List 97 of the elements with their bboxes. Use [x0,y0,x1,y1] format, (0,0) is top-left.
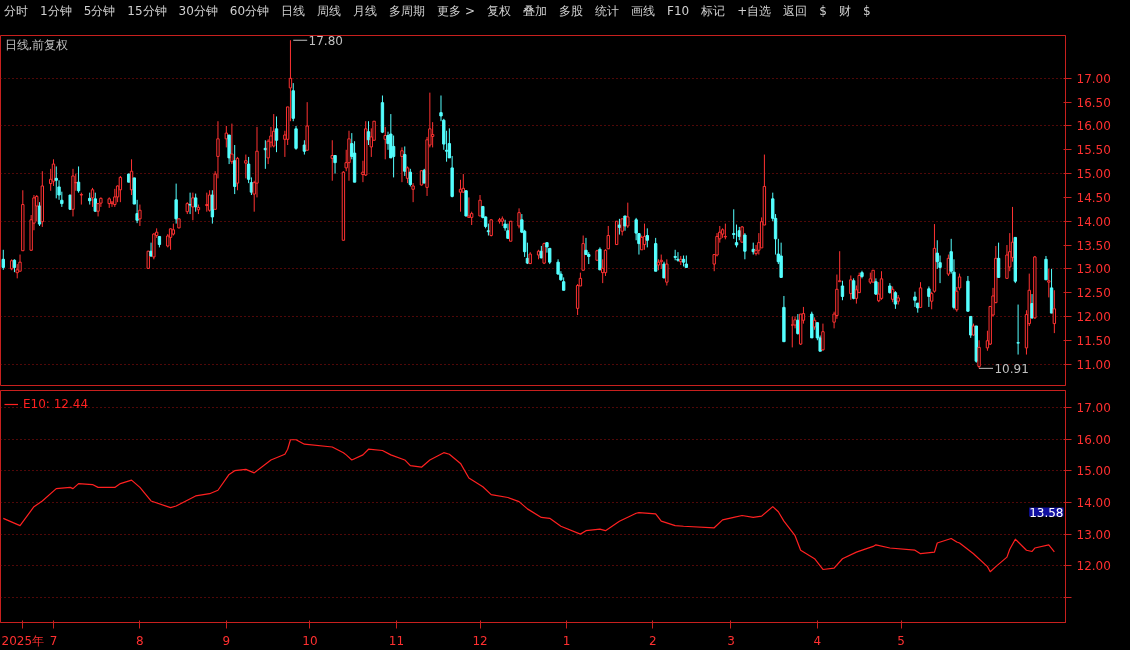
y-tick-label: 17.00 [1076,401,1111,416]
chart-title: 日线,前复权 [4,37,69,52]
text: 标记 [701,4,726,18]
candlestick [174,183,178,225]
candlestick [391,135,396,178]
candlestick [645,227,649,248]
candlestick [244,154,248,179]
y-tick-label: 16.00 [1076,119,1111,134]
text: 60分钟 [229,4,270,18]
x-tick-label: 1 [562,633,571,648]
candlestick [403,145,407,177]
text: 返回 [783,4,808,18]
y-tick-label: 15.50 [1076,143,1111,158]
y-tick-label: 12.50 [1076,286,1111,301]
candlestick [1,249,5,271]
text: 15分钟 [127,4,167,18]
annotation: 13.58 [1029,505,1064,520]
candlestick [224,125,229,148]
candlestick [149,242,153,258]
text: 日线 [281,4,306,18]
y-tick-label: 16.00 [1076,432,1111,447]
y-tick-label: 15.00 [1076,464,1111,479]
y-tick-label: 15.00 [1076,167,1111,182]
y-tick-label: 14.00 [1076,496,1111,511]
candlestick [113,188,117,208]
candlestick [779,242,783,278]
y-tick-label: 11.00 [1076,357,1111,372]
text: 30分钟 [178,4,218,18]
candlestick [977,339,981,369]
candlestick [333,155,337,175]
text: 分时 [4,4,28,18]
candlestick [205,192,209,213]
candlestick [400,146,404,183]
y-tick-label: 12.00 [1076,309,1111,324]
candlestick [879,270,884,301]
x-tick-label: 2 [649,633,657,648]
text: 更多 > [437,4,475,18]
x-tick-label: 5 [897,633,905,648]
candlestick [743,232,747,260]
candlestick [634,217,638,241]
candlestick [517,207,521,229]
candlestick [1044,255,1048,281]
candlestick [347,130,351,182]
candlestick [330,139,334,182]
y-tick-label: 11.50 [1076,333,1111,348]
y-tick-label: 16.50 [1076,95,1111,110]
x-tick-label: 8 [136,633,144,648]
text: $ [862,4,871,18]
candlestick [411,182,415,203]
y-tick-label: 12.00 [1076,559,1111,574]
text: 画线 [631,4,655,18]
text: 财 [838,4,851,18]
candlestick [913,291,917,308]
text: 统计 [595,4,619,18]
text: 5分钟 [83,4,116,18]
text: 1分钟 [40,4,72,18]
y-tick-label: 13.00 [1076,527,1111,542]
candlestick [626,202,630,229]
y-tick-label: 13.00 [1076,262,1111,277]
text: $ [819,4,827,18]
annotation: 17.80 [308,33,343,48]
x-tick-label: 10 [302,633,318,648]
text: 多周期 [389,4,426,18]
candlestick [191,192,195,221]
candlestick [996,242,1001,278]
text: 周线 [317,4,342,18]
text: F10 [667,4,690,18]
text: 月线 [353,4,378,18]
y-tick-label: 14.00 [1076,214,1111,229]
legend-label: E10: 12.44 [23,397,89,411]
candlestick [54,165,58,199]
candlestick [1030,293,1034,320]
x-tick-label: 4 [813,633,822,648]
candlestick [138,204,142,227]
candlestick [274,115,279,153]
candlestick [1016,304,1020,356]
candlestick [227,134,231,165]
x-tick-label: 3 [727,633,735,648]
candlestick [1052,289,1057,334]
text: 多股 [559,4,583,18]
text: +自选 [737,4,772,18]
y-tick-label: 14.50 [1076,190,1111,205]
y-tick-label: 17.00 [1076,71,1111,86]
candlestick [294,125,298,151]
text: 复权 [487,4,511,18]
x-tick-label: 12 [472,633,488,648]
annotation: 10.91 [994,361,1029,376]
candlestick [207,189,212,213]
x-tick-label: 7 [49,633,58,648]
candlestick [1047,268,1051,298]
x-tick-label: 11 [388,633,405,648]
candlestick [152,232,156,260]
x-tick-label: 9 [222,633,231,648]
text: 叠加 [523,4,547,18]
x-tick-label: 2025年 [1,633,45,648]
candlestick [272,113,276,148]
y-tick-label: 13.50 [1076,238,1111,253]
